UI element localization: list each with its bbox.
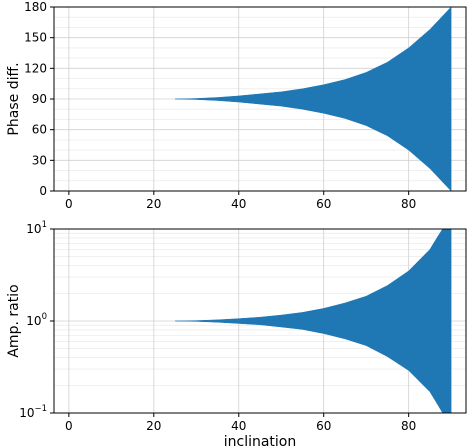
x-tick-label: 40 — [231, 197, 246, 211]
y-tick-label: 30 — [32, 153, 47, 167]
y-axis-label: Phase diff. — [6, 62, 22, 135]
y-tick-label: 120 — [24, 61, 47, 75]
x-axis-label: inclination — [224, 434, 297, 448]
y-tick-label: 100 — [26, 312, 47, 328]
filled-band — [175, 6, 452, 192]
y-tick-label: 180 — [24, 0, 47, 14]
y-tick-label: 90 — [32, 92, 47, 106]
x-tick-label: 20 — [146, 419, 161, 433]
x-tick-label: 0 — [65, 419, 73, 433]
x-tick-label: 40 — [231, 419, 246, 433]
x-tick-label: 60 — [316, 419, 331, 433]
x-tick-label: 0 — [65, 197, 73, 211]
x-tick-label: 20 — [146, 197, 161, 211]
y-tick-label: 150 — [24, 31, 47, 45]
x-tick-label: 60 — [316, 197, 331, 211]
amp-ratio-panel: 0 20 40 60 80 10−1 100 101 Amp. ratio inclination — [6, 220, 467, 448]
x-tick-label: 80 — [401, 197, 416, 211]
y-tick-label: 10−1 — [19, 404, 47, 420]
phase-diff-panel: 0 20 40 60 80 0 30 60 90 120 150 180 Phase diff. — [6, 0, 467, 211]
filled-band — [175, 228, 452, 414]
y-tick-label: 0 — [39, 184, 47, 198]
y-axis-label: Amp. ratio — [6, 284, 22, 357]
y-tick-label: 60 — [32, 123, 47, 137]
y-tick-label: 101 — [26, 220, 47, 236]
x-tick-label: 80 — [401, 419, 416, 433]
